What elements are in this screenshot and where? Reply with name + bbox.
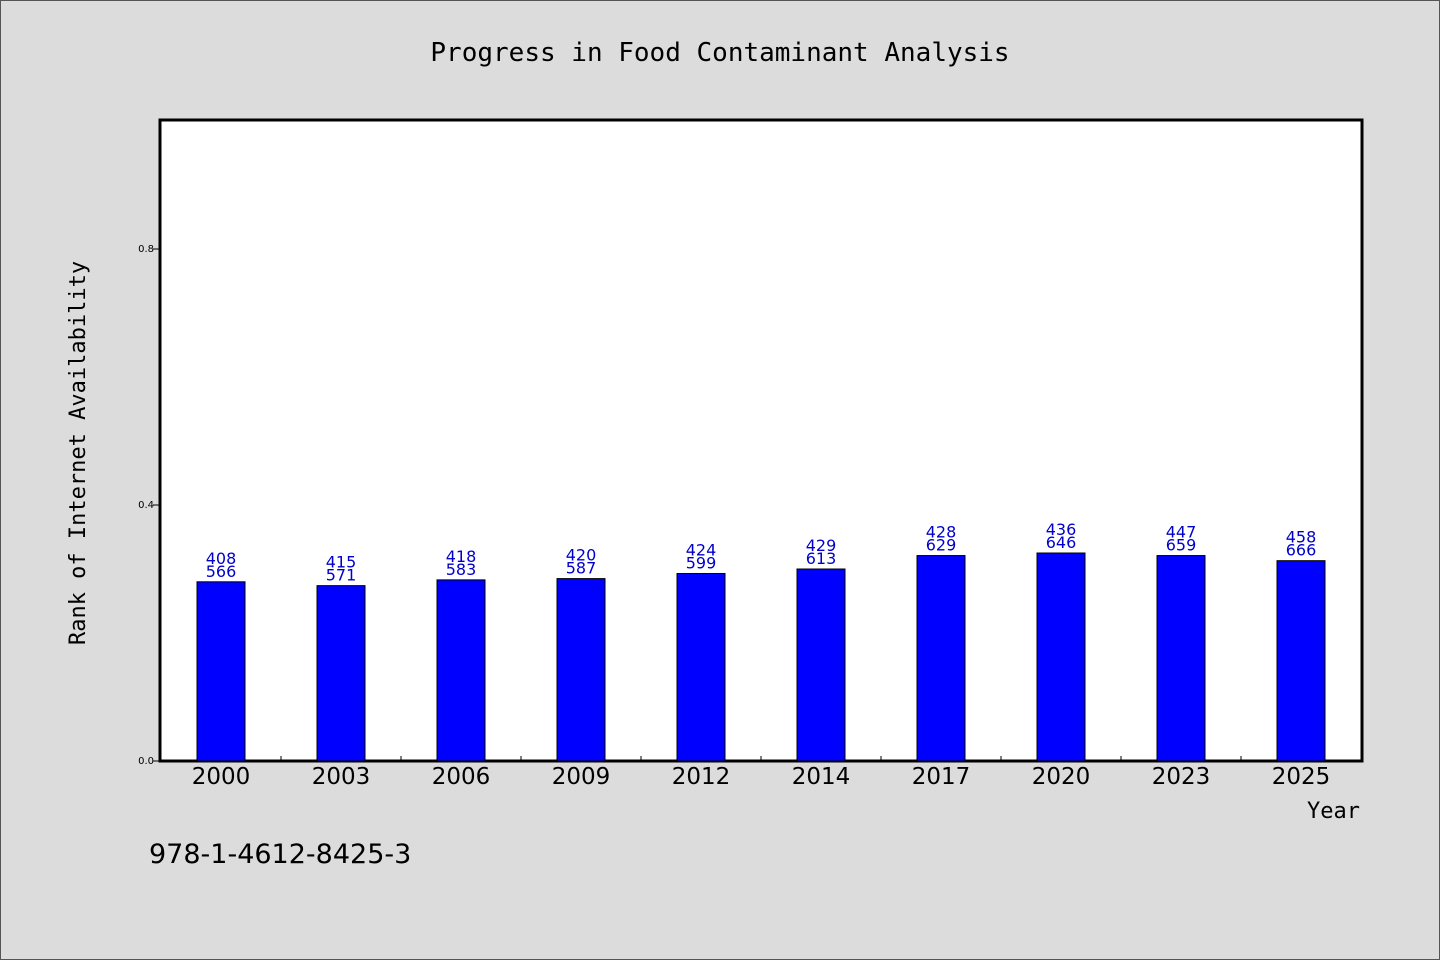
data-label-top: 424 — [686, 540, 717, 559]
bar — [316, 585, 366, 762]
data-label-bottom: 646 — [1046, 533, 1077, 552]
data-label-top: 447 — [1166, 523, 1197, 542]
data-label-bottom: 659 — [1166, 536, 1197, 555]
x-tick-label: 2014 — [792, 764, 851, 790]
data-label-top: 429 — [806, 536, 837, 555]
data-label-top: 408 — [206, 549, 237, 568]
x-axis-label: Year — [1307, 799, 1360, 824]
x-tick-label: 2025 — [1272, 764, 1331, 790]
y-tick-label: 0.8 — [138, 244, 154, 255]
data-label-top: 418 — [446, 547, 477, 566]
x-tick-label: 2017 — [912, 764, 971, 790]
bar — [1036, 552, 1086, 762]
data-label-bottom: 566 — [206, 562, 237, 581]
data-label-top: 420 — [566, 546, 597, 565]
y-axis-label: Rank of Internet Availability — [66, 261, 91, 645]
bar — [1156, 555, 1206, 762]
data-label-bottom: 599 — [686, 553, 717, 572]
data-label-bottom: 583 — [446, 560, 477, 579]
data-label-bottom: 571 — [326, 566, 357, 585]
x-tick-label: 2003 — [312, 764, 371, 790]
x-tick-label: 2009 — [552, 764, 611, 790]
x-tick-label: 2012 — [672, 764, 731, 790]
x-tick-label: 2020 — [1032, 764, 1091, 790]
data-label-bottom: 587 — [566, 559, 597, 578]
bar — [436, 579, 486, 762]
bar — [676, 572, 726, 762]
data-label-top: 415 — [326, 553, 357, 572]
chart-title: Progress in Food Contaminant Analysis — [430, 38, 1009, 68]
data-label-top: 458 — [1286, 528, 1317, 547]
data-label-bottom: 666 — [1286, 541, 1317, 560]
data-label-bottom: 629 — [926, 536, 957, 555]
y-tick-label: 0.0 — [138, 756, 154, 767]
data-label-top: 428 — [926, 523, 957, 542]
data-label-top: 436 — [1046, 520, 1077, 539]
bar — [916, 555, 966, 762]
bar — [196, 581, 246, 762]
y-axis: 0.0 0.4 0.8 — [138, 244, 161, 767]
bar — [796, 568, 846, 762]
bar — [556, 578, 606, 762]
x-tick-label: 2023 — [1152, 764, 1211, 790]
data-label-bottom: 613 — [806, 549, 837, 568]
y-tick-label: 0.4 — [138, 500, 154, 511]
isbn-footnote: 978-1-4612-8425-3 — [149, 839, 411, 870]
bar-series — [196, 552, 1326, 762]
bar — [1276, 560, 1326, 762]
x-tick-label: 2006 — [432, 764, 491, 790]
x-axis: 2000 2003 2006 2009 2012 2014 2017 2020 2023 2025 — [192, 756, 1331, 790]
x-tick-label: 2000 — [192, 764, 251, 790]
